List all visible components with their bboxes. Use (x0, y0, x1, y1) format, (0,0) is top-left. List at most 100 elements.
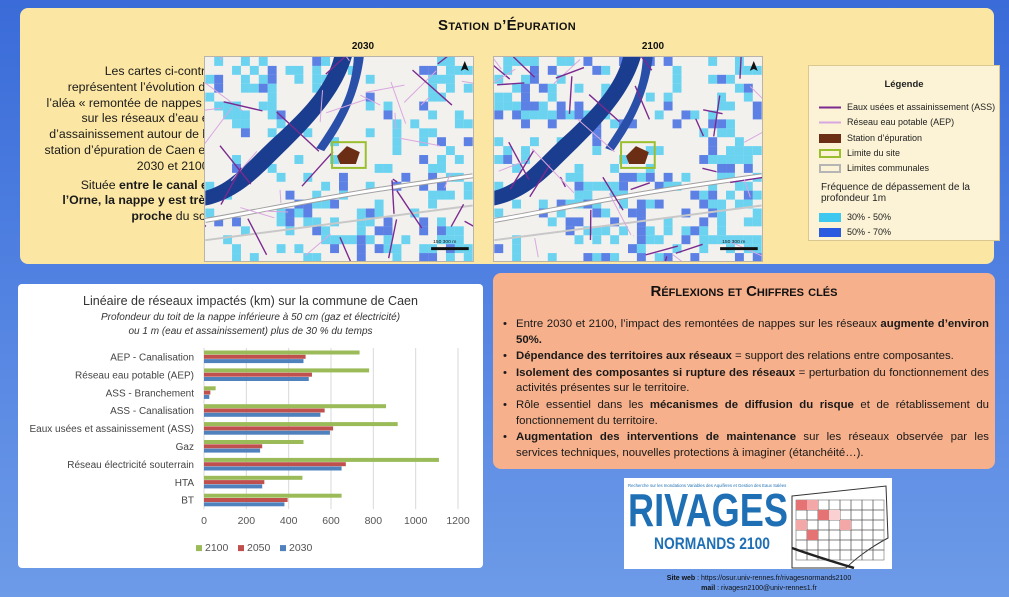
map-label-2100: 2100 (641, 41, 665, 52)
reflexion-item: Augmentation des interventions de mainte… (503, 430, 989, 461)
logo-word-rivages: RIVAGES (628, 484, 788, 536)
chart-subtitle-line-1: Profondeur du toit de la nappe inférieur… (100, 312, 401, 323)
bar-2100 (204, 386, 216, 391)
legend-item-station-label: Station d’épuration (847, 133, 923, 143)
chart-subtitle: Profondeur du toit de la nappe inférieur… (78, 311, 423, 339)
footer-site: Site web : https://osur.univ-rennes.fr/r… (594, 574, 924, 584)
reflexion-item: Entre 2030 et 2100, l’impact des remonté… (503, 317, 989, 348)
intro-paragraph-1: Les cartes ci-contre représentent l’évol… (44, 64, 213, 173)
reflexion-item-text: Rôle essentiel dans les (516, 398, 650, 411)
legend-title: Légende (884, 79, 924, 90)
reflexions-panel: Réflexions et Chiffres clés Entre 2030 e… (493, 273, 995, 469)
reflexion-item-text: = perturbation du fonctionnement des act… (516, 366, 989, 395)
bar-2050 (204, 426, 334, 431)
legend-aep-line-icon (819, 121, 841, 123)
bar-2100 (204, 422, 398, 427)
reflexion-item-text: sur les réseaux observée par les service… (516, 431, 989, 459)
map-2100: 150 300 m (493, 56, 763, 262)
bar-2030 (204, 394, 210, 399)
logo-tagline: Recherche sur les Inondations Variables … (628, 483, 786, 488)
map-2100-graphic: 150 300 m (494, 57, 762, 261)
reflexion-item-bold: Isolement des composantes si rupture des… (516, 366, 796, 379)
footer: Site web : https://osur.univ-rennes.fr/r… (594, 574, 924, 594)
x-tick-label: 1200 (446, 515, 470, 527)
bar-2100 (204, 404, 387, 409)
y-category-label: Réseau électricité souterrain (67, 460, 194, 471)
top-panel: Station d’Épuration Les cartes ci-contre… (20, 8, 1000, 264)
chart-subtitle-line-2: ou 1 m (eau et assainissement) plus de 3… (128, 326, 373, 337)
bar-2030 (204, 448, 261, 453)
legend-label-2050: 2050 (247, 542, 271, 554)
legend-label-2100: 2100 (205, 542, 229, 554)
legend-item-communal-limit-label: Limites communales (847, 163, 930, 173)
intro-p2-pre: Située (80, 177, 120, 192)
chart-title: Linéaire de réseaux impactés (km) sur la… (83, 294, 418, 308)
reflexion-item: Dépendance des territoires aux réseaux =… (503, 349, 989, 365)
x-tick-label: 0 (201, 515, 207, 527)
legend-station-swatch-icon (819, 133, 841, 143)
bar-2030 (204, 430, 330, 435)
intro-p2-post: du sol. (172, 209, 212, 224)
bar-2030 (204, 359, 304, 364)
logo-grid-icon (791, 485, 889, 569)
bar-2100 (204, 440, 304, 444)
footer-mail-label: mail (701, 585, 716, 592)
y-category-label: Eaux usées et assainissement (ASS) (29, 424, 194, 435)
rivages-logo-graphic: Recherche sur les Inondations Variables … (628, 483, 889, 569)
bar-2050 (204, 390, 211, 395)
y-category-label: Gaz (176, 442, 194, 453)
map-scale-label: 150 300 m (433, 239, 456, 245)
legend-swatch-2030 (280, 545, 286, 552)
y-category-label: ASS - Branchement (106, 388, 195, 399)
bar-2030 (204, 502, 285, 507)
bar-2100 (204, 493, 342, 498)
legend-item-site-limit: Limite du site (819, 148, 900, 158)
bar-2050 (204, 444, 263, 449)
reflexion-item-bold: Augmentation des interventions de mainte… (516, 431, 797, 444)
bar-2100 (204, 350, 360, 355)
legend-freq-50-70-label: 50% - 70% (847, 227, 892, 237)
top-panel-title: Station d’Épuration (438, 17, 576, 34)
legend-item-freq-50-70: 50% - 70% (819, 227, 891, 237)
map-2030-graphic: 150 300 m (205, 57, 473, 261)
map-legend: Légende Eaux usées et assainissement (AS… (808, 65, 1000, 241)
bar-2050 (204, 498, 288, 502)
x-tick-label: 600 (322, 515, 340, 527)
footer-mail: mail : rivagesn2100@univ-rennes1.fr (594, 584, 924, 594)
legend-item-station: Station d’épuration (819, 133, 922, 143)
map-2030: 150 300 m (204, 56, 474, 262)
y-category-label: ASS - Canalisation (110, 406, 194, 417)
x-tick-label: 400 (280, 515, 298, 527)
legend-item-aep: Réseau eau potable (AEP) (819, 117, 954, 127)
footer-mail-link[interactable]: : rivagesn2100@univ-rennes1.fr (715, 585, 817, 592)
legend-freq-30-50-swatch-icon (819, 212, 841, 222)
reflexion-item-bold: augmente d’environ 50%. (516, 318, 989, 346)
legend-swatch-2050 (238, 545, 244, 552)
legend-frequency-title: Fréquence de dépassement de la profondeu… (821, 182, 970, 204)
bar-2100 (204, 368, 370, 373)
bar-2050 (204, 480, 265, 485)
bar-2030 (204, 377, 309, 381)
map-label-2030: 2030 (351, 41, 375, 52)
x-tick-label: 1000 (404, 515, 428, 527)
intro-paragraph-2: Située entre le canal et l’Orne, la napp… (40, 178, 212, 225)
legend-item-freq-30-50: 30% - 50% (819, 212, 891, 222)
legend-ass-line-icon (819, 106, 841, 108)
legend-item-site-limit-label: Limite du site (847, 148, 901, 158)
bar-2050 (204, 372, 312, 377)
x-tick-label: 200 (238, 515, 256, 527)
reflexion-item-bold: mécanismes de diffusion du risque (649, 398, 854, 411)
legend-label-2030: 2030 (289, 542, 313, 554)
chart-panel: Linéaire de réseaux impactés (km) sur la… (18, 284, 483, 568)
legend-swatch-2100 (196, 545, 202, 552)
reflexion-item: Rôle essentiel dans les mécanismes de di… (503, 398, 989, 429)
footer-site-link[interactable]: : https://osur.univ-rennes.fr/rivagesnor… (695, 575, 852, 582)
y-category-label: BT (181, 496, 194, 507)
intro-p2-bold: entre le canal et l’Orne, la nappe y est… (62, 177, 212, 224)
reflexion-item-text: = support des relations entre composante… (731, 350, 954, 363)
y-category-label: Réseau eau potable (AEP) (75, 370, 194, 381)
legend-item-ass-label: Eaux usées et assainissement (ASS) (847, 102, 996, 112)
bar-2050 (204, 408, 325, 413)
bar-2050 (204, 462, 346, 467)
legend-freq-30-50-label: 30% - 50% (847, 212, 892, 222)
